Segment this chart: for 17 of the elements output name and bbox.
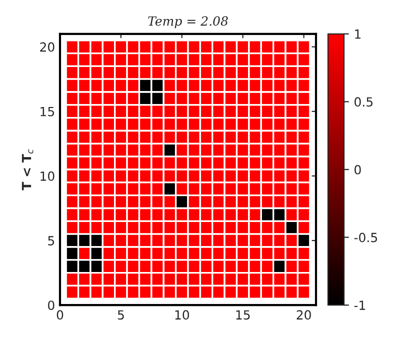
x-tick-label: 5 <box>118 310 124 320</box>
color-bar-label: 0.5 <box>354 97 373 107</box>
x-tick-label: 0 <box>56 310 64 320</box>
y-tick-label: 0 <box>48 300 54 310</box>
y-axis-title: T < T$_{c}$ <box>22 149 34 190</box>
color-bar-label: 1 <box>355 30 361 39</box>
y-tick-label: 20 <box>40 42 54 52</box>
y-tick-label: 5 <box>48 236 54 246</box>
x-tick-label: 10 <box>175 310 190 320</box>
y-tick-label: 10 <box>40 171 54 181</box>
y-tick-label: 15 <box>40 107 54 116</box>
x-tick-label: 15 <box>236 310 250 320</box>
color-bar-label: -0.5 <box>354 232 378 242</box>
chart-title: Temp = 2.08 <box>148 16 228 28</box>
x-tick-label: 20 <box>296 310 311 320</box>
color-bar-label: 0 <box>354 164 361 174</box>
color-bar-label: -1 <box>354 300 366 310</box>
